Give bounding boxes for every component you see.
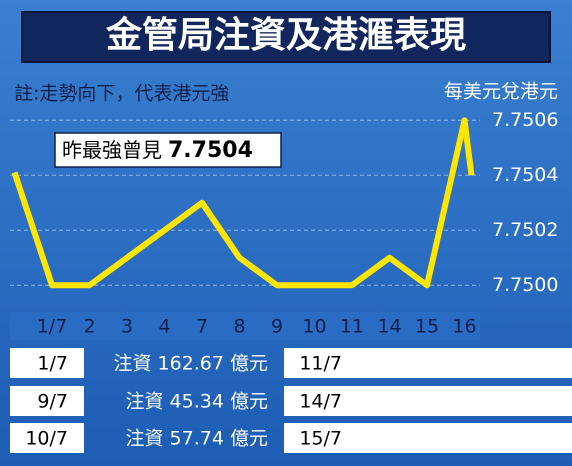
title-banner	[21, 11, 551, 63]
date-box	[284, 423, 572, 453]
x-tick-label: 16	[452, 316, 476, 338]
amount-cell: 注資 27.13 億元	[396, 428, 538, 450]
x-tick-label: 4	[158, 316, 170, 338]
x-tick-label: 15	[415, 316, 439, 338]
amount-cell: 注資 57.74 億元	[126, 428, 268, 450]
date-box	[10, 386, 84, 416]
y-tick-label: 7.7506	[492, 109, 558, 131]
category-strip	[10, 312, 480, 340]
x-tick-label: 11	[340, 316, 364, 338]
y-tick-label: 7.7502	[492, 219, 558, 241]
subtitle: 註:走勢向下，代表港元強	[14, 83, 229, 105]
date-cell: 15/7	[299, 428, 342, 450]
y-tick-label: 7.7504	[492, 164, 558, 186]
amount-cell: 注資 162.67 億元	[113, 353, 268, 375]
x-tick-label: 9	[271, 316, 283, 338]
y-tick-label: 7.7500	[492, 274, 558, 296]
date-cell: 11/7	[299, 353, 342, 375]
amount-cell: 注資 38.75 億元	[396, 391, 538, 413]
date-box	[10, 348, 84, 378]
x-tick-label: 1/7	[37, 316, 68, 338]
chart-title: 金管局注資及港滙表現	[105, 14, 466, 56]
annotation-text: 昨最強曾見	[62, 138, 162, 162]
date-cell: 10/7	[25, 428, 68, 450]
x-tick-label: 14	[377, 316, 401, 338]
date-cell: 9/7	[37, 391, 68, 413]
date-box	[284, 386, 572, 416]
x-tick-label: 8	[233, 316, 245, 338]
annotation-value: 7.7504	[168, 138, 253, 163]
y-axis-label: 每美元兌港元	[444, 81, 558, 103]
amount-cell: 注資 105.4 億元	[396, 353, 538, 375]
x-tick-label: 3	[121, 316, 133, 338]
date-box	[284, 348, 572, 378]
x-tick-label: 10	[302, 316, 326, 338]
date-cell: 14/7	[299, 391, 342, 413]
x-tick-label: 7	[196, 316, 208, 338]
date-box	[10, 423, 84, 453]
annotation: 昨最強曾見 7.7504	[62, 138, 253, 164]
annotation-box	[54, 132, 282, 168]
date-cell: 1/7	[37, 353, 68, 375]
table: 1/7 注資 162.67 億元 11/7 注資 105.4 億元 9/7 注資 45.3…	[10, 348, 572, 453]
amount-cell: 注資 45.34 億元	[126, 391, 268, 413]
x-tick-label: 2	[83, 316, 95, 338]
data-line	[11, 117, 475, 289]
